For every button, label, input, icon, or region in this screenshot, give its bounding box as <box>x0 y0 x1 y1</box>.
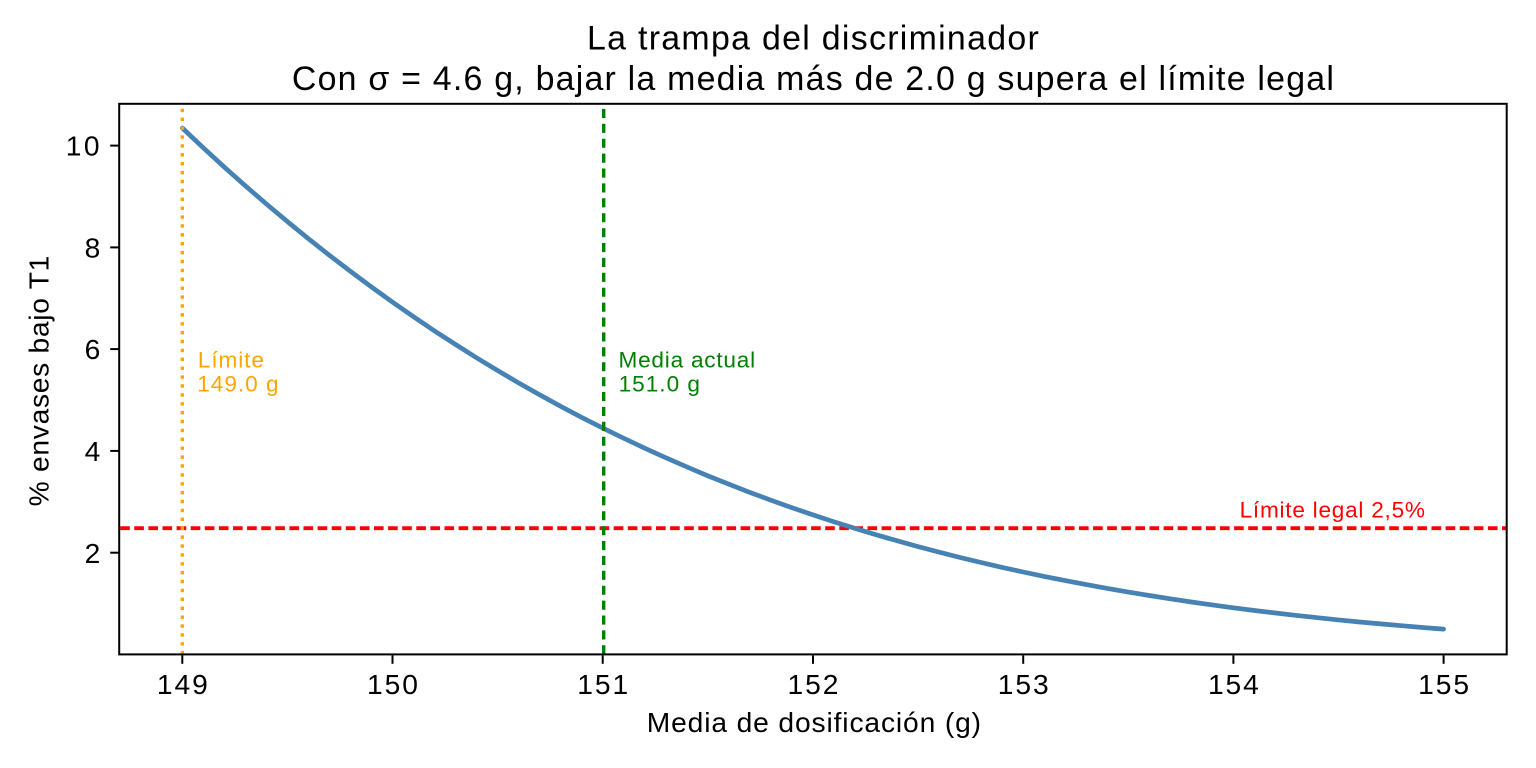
svg-text:153: 153 <box>998 668 1049 700</box>
svg-text:Media de dosificación (g): Media de dosificación (g) <box>647 706 981 738</box>
svg-text:151.0 g: 151.0 g <box>619 372 700 397</box>
svg-text:6: 6 <box>85 333 101 365</box>
svg-text:8: 8 <box>85 232 101 264</box>
svg-text:149.0 g: 149.0 g <box>197 372 278 397</box>
svg-text:151: 151 <box>577 668 628 700</box>
svg-text:% envases bajo T1: % envases bajo T1 <box>23 256 55 507</box>
svg-text:155: 155 <box>1418 668 1469 700</box>
svg-text:Media actual: Media actual <box>619 348 756 373</box>
svg-text:Límite legal 2,5%: Límite legal 2,5% <box>1240 497 1425 522</box>
svg-text:Con σ = 4.6 g, bajar la media: Con σ = 4.6 g, bajar la media más de 2.0… <box>292 60 1334 98</box>
svg-text:La trampa del discriminador: La trampa del discriminador <box>587 19 1039 57</box>
svg-text:154: 154 <box>1208 668 1259 700</box>
svg-text:149: 149 <box>157 668 208 700</box>
svg-text:2: 2 <box>85 537 101 569</box>
svg-text:150: 150 <box>367 668 418 700</box>
svg-text:Límite: Límite <box>198 348 264 373</box>
svg-text:152: 152 <box>788 668 839 700</box>
svg-text:4: 4 <box>85 435 101 467</box>
